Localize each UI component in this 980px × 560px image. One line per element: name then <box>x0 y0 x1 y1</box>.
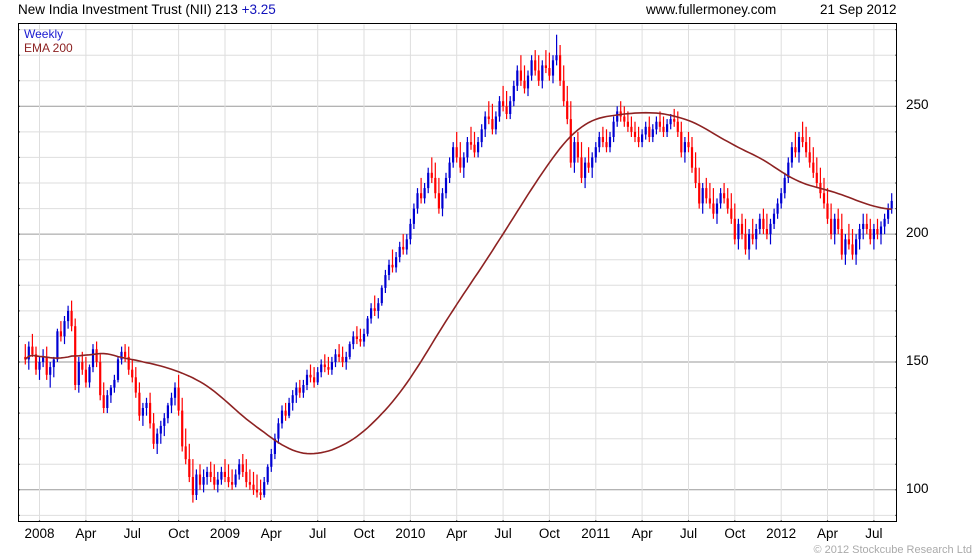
page-title: New India Investment Trust (NII) 213 +3.… <box>18 2 276 17</box>
x-axis-label-2008: 2008 <box>24 526 55 541</box>
minor-gridlines <box>19 29 896 516</box>
price-chart-svg <box>18 24 897 522</box>
legend-item-weekly: Weekly <box>24 27 64 41</box>
x-axis-label-oct: Oct <box>538 526 560 541</box>
x-axis-label-oct: Oct <box>724 526 746 541</box>
x-axis-label-apr: Apr <box>260 526 282 541</box>
chart-date: 21 Sep 2012 <box>820 2 897 17</box>
x-axis-label-2011: 2011 <box>581 526 611 541</box>
vertical-gridlines <box>39 24 875 521</box>
x-axis-label-jul: Jul <box>494 526 512 541</box>
x-axis-label-oct: Oct <box>168 526 190 541</box>
price-change: +3.25 <box>241 2 276 17</box>
copyright-notice: © 2012 Stockcube Research Ltd <box>813 544 972 556</box>
x-axis-label-oct: Oct <box>353 526 375 541</box>
y-axis-label-200: 200 <box>906 225 929 241</box>
x-axis-label-2009: 2009 <box>209 526 240 541</box>
y-axis-label-250: 250 <box>906 97 929 113</box>
x-axis-label-apr: Apr <box>75 526 97 541</box>
x-axis-label-2010: 2010 <box>395 526 426 541</box>
chart-legend: Weekly EMA 200 <box>24 27 73 55</box>
x-axis-label-jul: Jul <box>123 526 141 541</box>
candlestick-series <box>24 34 893 503</box>
x-axis-label-apr: Apr <box>446 526 468 541</box>
instrument-title: New India Investment Trust (NII) 213 <box>18 2 238 17</box>
y-axis-label-100: 100 <box>906 480 929 496</box>
x-axis-label-apr: Apr <box>631 526 653 541</box>
x-axis-label-2012: 2012 <box>766 526 797 541</box>
x-axis-label-jul: Jul <box>679 526 698 541</box>
major-gridlines <box>19 105 896 491</box>
x-axis-label-apr: Apr <box>817 526 839 541</box>
ema-200-line <box>24 111 892 455</box>
x-axis-label-jul: Jul <box>309 526 327 541</box>
y-axis-label-150: 150 <box>906 352 929 368</box>
site-url: www.fullermoney.com <box>646 2 777 17</box>
x-axis-label-jul: Jul <box>865 526 883 541</box>
legend-item-ema200: EMA 200 <box>24 41 73 55</box>
